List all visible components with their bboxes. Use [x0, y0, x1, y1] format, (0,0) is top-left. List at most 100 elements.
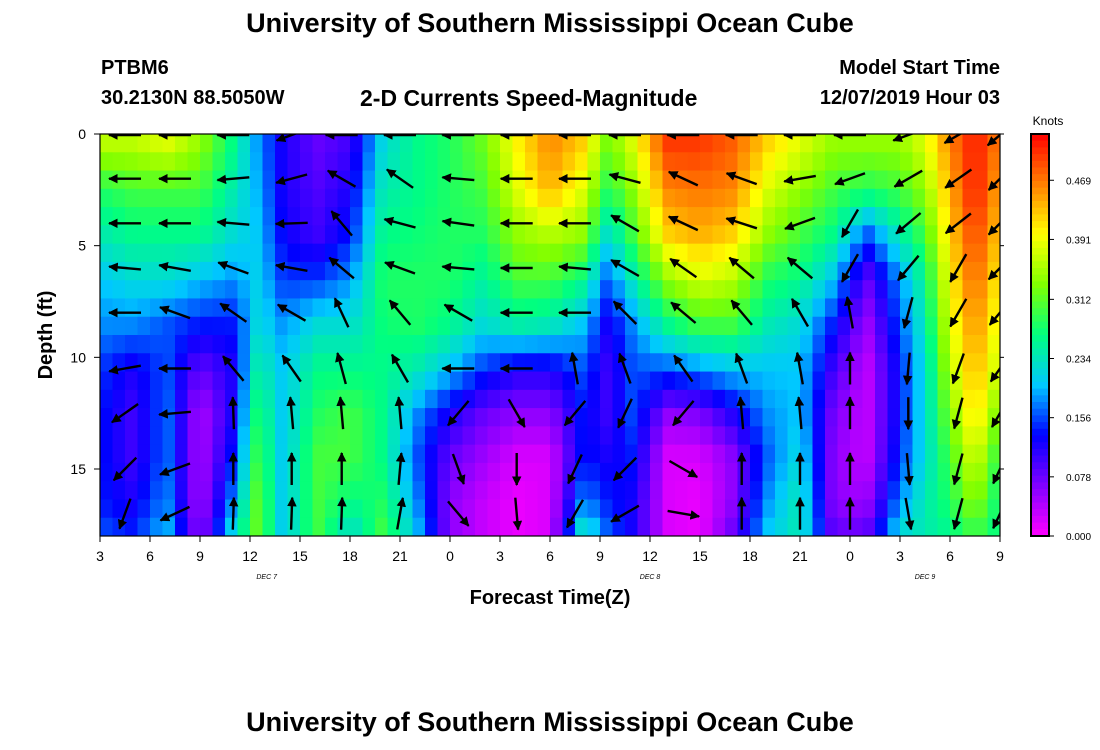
heatmap-cell: [900, 152, 914, 172]
heatmap-cell: [412, 188, 426, 208]
heatmap-cell: [500, 298, 514, 318]
current-vector-arrow: [667, 215, 699, 232]
heatmap-cell: [412, 335, 426, 354]
current-vector-arrow: [892, 134, 915, 143]
heatmap-cell: [937, 207, 951, 226]
heatmap-cell: [375, 408, 389, 427]
heatmap-cell: [987, 371, 1000, 391]
colorbar-segment: [1031, 381, 1049, 390]
heatmap-cell: [400, 408, 414, 427]
heatmap-cell: [500, 517, 514, 536]
heatmap-cell: [662, 353, 676, 373]
heatmap-cell: [600, 426, 614, 446]
x-tick-label: 12: [242, 548, 258, 564]
heatmap-cell: [762, 517, 776, 536]
heatmap-cell: [450, 316, 464, 336]
heatmap-cell: [387, 316, 401, 336]
colorbar-segment: [1031, 388, 1049, 396]
colorbar-segment: [1031, 428, 1049, 437]
colorbar-segment: [1031, 214, 1049, 222]
heatmap-cell: [487, 444, 501, 464]
heatmap-cell: [650, 481, 664, 501]
heatmap-cell: [312, 261, 326, 281]
heatmap-cell: [425, 207, 439, 226]
heatmap-cell: [200, 225, 214, 245]
heatmap-cell: [337, 462, 351, 482]
heatmap-cell: [225, 207, 239, 226]
heatmap-cell: [862, 243, 876, 263]
heatmap-cell: [475, 335, 489, 354]
heatmap-cell: [187, 152, 201, 172]
heatmap-cell: [437, 243, 451, 263]
heatmap-cell: [512, 152, 526, 172]
colorbar-segment: [1031, 455, 1049, 463]
heatmap-cell: [425, 517, 439, 536]
heatmap-cell: [375, 188, 389, 208]
heatmap-cell: [662, 243, 676, 263]
heatmap-cell: [875, 426, 889, 446]
heatmap-cell: [612, 335, 626, 354]
heatmap-cell: [187, 499, 201, 519]
heatmap-cell: [125, 408, 139, 427]
heatmap-cell: [750, 152, 764, 172]
heatmap-cell: [875, 335, 889, 354]
heatmap-cell: [837, 389, 851, 409]
heatmap-cell: [662, 444, 676, 464]
heatmap-cell: [812, 298, 826, 318]
heatmap-cell: [437, 335, 451, 354]
current-vector-arrow: [992, 510, 1000, 530]
heatmap-cell: [637, 353, 651, 373]
heatmap-cell: [112, 371, 126, 391]
heatmap-cell: [737, 335, 751, 354]
heatmap-cell: [225, 444, 239, 464]
heatmap-cell: [550, 371, 564, 391]
heatmap-cell: [975, 170, 989, 190]
heatmap-cell: [412, 170, 426, 190]
heatmap-cell: [500, 426, 514, 446]
heatmap-cell: [237, 426, 251, 446]
heatmap-cell: [412, 316, 426, 336]
heatmap-cell: [250, 152, 264, 172]
heatmap-cell: [837, 316, 851, 336]
heatmap-cell: [425, 225, 439, 245]
heatmap-cell: [500, 444, 514, 464]
heatmap-cell: [612, 188, 626, 208]
current-vector-arrow: [159, 462, 191, 477]
heatmap-cell: [412, 243, 426, 263]
heatmap-cell: [875, 243, 889, 263]
heatmap-cell: [137, 280, 151, 300]
heatmap-cell: [775, 188, 789, 208]
heatmap-cell: [750, 353, 764, 373]
heatmap-cell: [787, 152, 801, 172]
current-vector-arrow: [843, 295, 854, 329]
heatmap-cell: [237, 280, 251, 300]
heatmap-cell: [350, 243, 364, 263]
heatmap-cell: [800, 462, 814, 482]
heatmap-cell: [225, 152, 239, 172]
heatmap-cell: [800, 134, 814, 153]
x-tick-label: 3: [496, 548, 504, 564]
heatmap-cell: [812, 225, 826, 245]
heatmap-cell: [625, 517, 639, 536]
heatmap-cell: [450, 261, 464, 281]
heatmap-cell: [762, 243, 776, 263]
heatmap-cell: [812, 481, 826, 501]
heatmap-cell: [462, 298, 476, 318]
heatmap-cell: [525, 152, 539, 172]
heatmap-cell: [412, 499, 426, 519]
heatmap-cell: [525, 462, 539, 482]
heatmap-cell: [887, 499, 901, 519]
heatmap-cell: [125, 261, 139, 281]
heatmap-cell: [925, 134, 939, 153]
heatmap-cell: [150, 462, 164, 482]
heatmap-cell: [587, 170, 601, 190]
heatmap-cell: [337, 188, 351, 208]
heatmap-cell: [950, 426, 964, 446]
heatmap-cell: [112, 280, 126, 300]
heatmap-cell: [975, 243, 989, 263]
heatmap-cell: [762, 225, 776, 245]
heatmap-cell: [725, 499, 739, 519]
current-vector-arrow: [667, 509, 701, 520]
heatmap-cell: [675, 462, 689, 482]
heatmap-cell: [700, 462, 714, 482]
